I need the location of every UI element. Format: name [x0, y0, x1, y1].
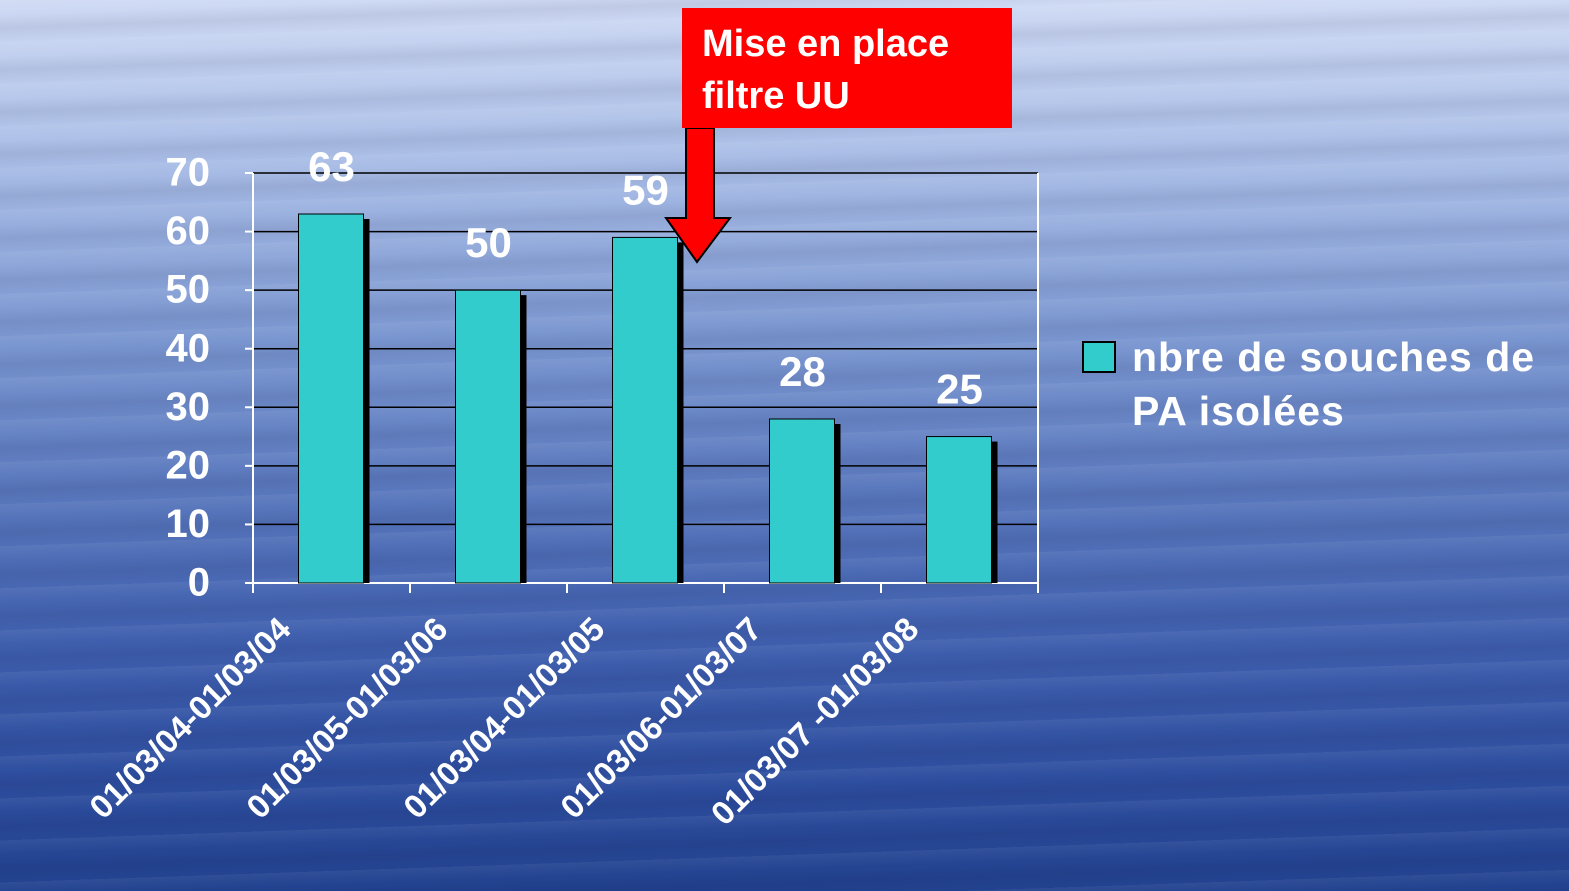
y-tick-label: 50 — [166, 268, 211, 312]
y-tick-label: 70 — [166, 151, 211, 195]
value-label: 50 — [465, 219, 512, 266]
bar — [298, 213, 364, 584]
y-tick-label: 60 — [166, 209, 211, 253]
bar — [455, 289, 521, 584]
y-tick-label: 30 — [166, 385, 211, 429]
bar — [769, 418, 835, 584]
y-tick-label: 40 — [166, 326, 211, 370]
value-label: 63 — [308, 143, 355, 190]
value-label: 25 — [936, 366, 983, 413]
value-label: 59 — [622, 167, 669, 214]
legend-label: nbre de souches de PA isolées — [1132, 334, 1536, 434]
bar — [926, 436, 992, 584]
bar — [612, 236, 678, 584]
y-tick-label: 20 — [166, 443, 211, 487]
legend-swatch — [1082, 341, 1116, 373]
annotation: Mise en place filtre UU — [682, 8, 1012, 128]
annotation-arrow — [664, 127, 732, 264]
y-tick-label: 10 — [166, 502, 211, 546]
value-label: 28 — [779, 348, 826, 395]
y-tick-label: 0 — [188, 561, 210, 605]
